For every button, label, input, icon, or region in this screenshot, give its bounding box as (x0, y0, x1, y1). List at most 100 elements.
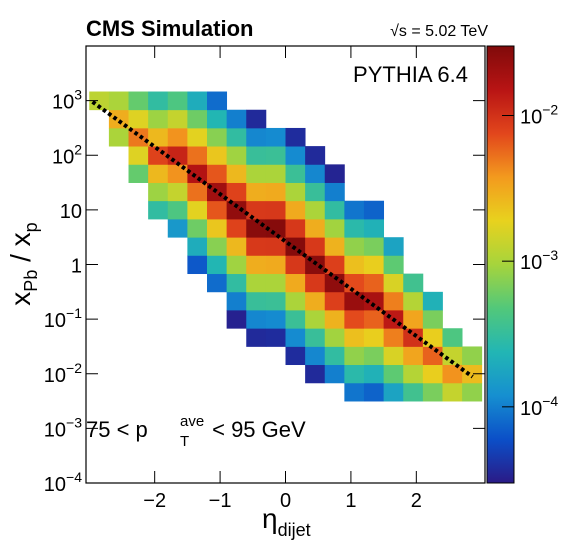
heatmap-cell (226, 218, 247, 238)
tick-label: 10−4 (44, 469, 82, 496)
heatmap-cell (363, 291, 385, 311)
heatmap-cell (265, 200, 286, 220)
heatmap-cell (383, 273, 404, 293)
fit-line (91, 100, 474, 379)
heatmap-cell (108, 91, 129, 111)
tick-label-base: 10 (520, 252, 542, 274)
heatmap-cell (226, 237, 247, 256)
heatmap-cell (363, 328, 385, 347)
heatmap-cell (226, 146, 247, 165)
heatmap-cell (324, 218, 345, 238)
heatmap-cell (265, 127, 286, 147)
x-tick-label: 1 (345, 490, 356, 512)
heatmap-cell (344, 218, 365, 238)
heatmap-cell (246, 127, 267, 147)
heatmap-cell (344, 291, 365, 311)
tick-label: 10−4 (520, 393, 558, 420)
tick-label-exponent: −2 (542, 102, 558, 118)
heatmap-cell (285, 273, 306, 293)
heatmap-cell (148, 127, 169, 147)
tick-label-exponent: −3 (542, 247, 558, 263)
tick-label-base: 10 (520, 107, 542, 129)
heatmap-cell (403, 273, 424, 293)
heatmap-cell (363, 218, 385, 238)
heatmap-cell (305, 237, 326, 256)
tick-label: 10−2 (44, 360, 82, 387)
heatmap-cell (167, 127, 188, 147)
heatmap-cell (344, 346, 365, 366)
heatmap-cell (285, 346, 306, 366)
heatmap-cell (285, 200, 306, 220)
heatmap-cell (422, 382, 443, 402)
heatmap-cell (305, 164, 326, 183)
heatmap-cell (167, 109, 188, 129)
heatmap-cell (324, 164, 345, 183)
tick-label: 10 (60, 201, 82, 223)
heatmap-cell (246, 291, 267, 311)
heatmap-cell (128, 127, 149, 147)
annotation: 75 < p Tave < 95 GeV (86, 413, 306, 450)
heatmap-cell (305, 146, 326, 165)
heatmap-cell (403, 346, 424, 366)
tick-label-base: 10 (52, 92, 74, 114)
heatmap-cell (265, 273, 286, 293)
heatmap-cell (344, 237, 365, 256)
heatmap-cell (187, 109, 208, 129)
heatmap-cell (207, 91, 228, 111)
tick-label: 10−3 (520, 247, 558, 274)
heatmap-cell (383, 291, 404, 311)
y-axis-label: xPb / xp (5, 222, 41, 305)
heatmap-cell (207, 273, 228, 293)
heatmap-cell (462, 346, 483, 366)
heatmap-cell (344, 328, 365, 347)
heatmap-cell (285, 182, 306, 202)
heatmap-cell (363, 255, 385, 275)
tick-label-base: 10 (44, 419, 66, 441)
heatmap-cell (442, 382, 463, 402)
heatmap-cell (148, 200, 169, 220)
heatmap-cell (226, 127, 247, 147)
heatmap-cell (324, 309, 345, 329)
heatmap-cell (246, 328, 267, 347)
heatmap-cell (187, 127, 208, 147)
heatmap-cell (363, 200, 385, 220)
tick-label-base: 10 (52, 146, 74, 168)
tick-label-exponent: −4 (66, 469, 82, 485)
heatmap-cell (324, 291, 345, 311)
heatmap-cell (383, 346, 404, 366)
heatmap-cell (305, 364, 326, 384)
heatmap-cell (383, 328, 404, 347)
heatmap-cell (285, 328, 306, 347)
heatmap-cell (403, 328, 424, 347)
heatmap-cell (383, 237, 404, 256)
tick-label: 10−3 (44, 414, 82, 441)
heatmap-cell (422, 346, 443, 366)
heatmap-cell (265, 146, 286, 165)
tick-label-exponent: −4 (542, 393, 558, 409)
heatmap-cell (305, 291, 326, 311)
heatmap-cell (187, 237, 208, 256)
tick-label: 10−1 (44, 305, 82, 332)
heatmap-cell (207, 218, 228, 238)
heatmap-cell (207, 255, 228, 275)
heatmap-cell (462, 364, 483, 384)
tick-label: 103 (52, 87, 82, 114)
heatmap-cell (187, 218, 208, 238)
heatmap-cell (128, 146, 149, 165)
heatmap-cell (207, 237, 228, 256)
heatmap-cell (285, 127, 306, 147)
x-axis-label-sub: dijet (278, 520, 311, 540)
heatmap-cell (187, 164, 208, 183)
axes: −2 −1 0 1 210−410−310−210−111010210310−410−3… (44, 45, 558, 512)
heatmap-cell (442, 346, 463, 366)
x-tick-label: −1 (209, 490, 232, 512)
heatmap-cell (167, 200, 188, 220)
heatmap (89, 91, 483, 402)
heatmap-cell (422, 291, 443, 311)
heatmap-cell (305, 346, 326, 366)
chart-subtitle: √s = 5.02 TeV (390, 23, 488, 40)
heatmap-cell (226, 164, 247, 183)
heatmap-cell (108, 127, 129, 147)
heatmap-cell (403, 364, 424, 384)
